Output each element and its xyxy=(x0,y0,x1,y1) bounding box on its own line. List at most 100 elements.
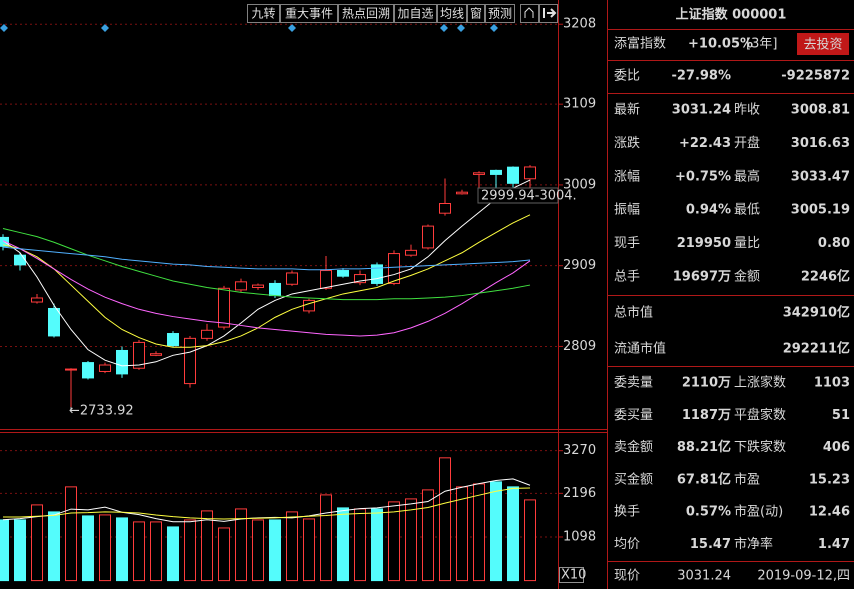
panel-text: 342910亿 xyxy=(783,305,850,321)
toolbar-label: 九转 xyxy=(251,6,275,21)
volume-bar xyxy=(167,526,179,582)
candle-body xyxy=(201,329,213,339)
volume-bar xyxy=(269,519,281,582)
panel-text: 最高 xyxy=(734,168,760,184)
candle-body xyxy=(65,368,77,371)
panel-text: -9225872 xyxy=(781,69,850,84)
panel-text: 现价 xyxy=(614,569,640,584)
panel-text: 3005.19 xyxy=(791,203,850,218)
candle-body xyxy=(99,364,111,372)
volume-bar xyxy=(48,511,60,582)
panel-text: 委卖量 xyxy=(614,376,653,391)
candle-body xyxy=(422,225,434,249)
candle-body xyxy=(31,297,43,303)
panel-text: 88.21亿 xyxy=(677,439,731,455)
panel-text: 金额 xyxy=(734,269,760,285)
unit-box xyxy=(559,567,584,583)
moving-average xyxy=(2,179,531,367)
panel-text: 去投资 xyxy=(803,37,842,53)
candle-body xyxy=(473,172,485,175)
toolbar-button[interactable] xyxy=(338,4,394,23)
panel-text: 换手 xyxy=(614,505,640,520)
panel-text: 上证指数 000001 xyxy=(676,7,787,23)
volume-bar xyxy=(388,501,400,582)
panel-text: 2246亿 xyxy=(801,269,850,285)
toolbar-button[interactable] xyxy=(467,4,485,23)
volume-bar xyxy=(31,504,43,582)
panel-text: 添富指数 xyxy=(614,36,666,52)
candle-body xyxy=(388,253,400,284)
candle-body xyxy=(405,249,417,256)
volume-average xyxy=(3,487,531,520)
icon-frame[interactable] xyxy=(539,4,558,23)
toolbar-button[interactable] xyxy=(247,4,280,23)
volume-bar xyxy=(337,507,349,582)
expand-icon xyxy=(543,8,557,18)
panel-text: 1.47 xyxy=(818,537,850,552)
candle-body xyxy=(133,341,145,369)
toolbar-button[interactable] xyxy=(280,4,338,23)
icon-frame[interactable] xyxy=(520,4,539,23)
panel-text: 市盈 xyxy=(734,471,760,487)
y-tick-label: 2196 xyxy=(563,486,596,501)
toolbar-label: 窗 xyxy=(470,7,482,21)
candle-body xyxy=(456,191,468,195)
panel-text: 开盘 xyxy=(734,135,760,151)
panel-text: 委比 xyxy=(614,69,640,84)
toolbar-button[interactable] xyxy=(437,4,467,23)
volume-bar xyxy=(99,514,111,582)
candle-body xyxy=(337,270,349,277)
panel-text: 总手 xyxy=(614,270,640,285)
candle-body xyxy=(235,281,247,291)
toolbar-label: 重大事件 xyxy=(285,7,333,21)
y-tick-label: 3109 xyxy=(563,97,596,112)
volume-bar xyxy=(252,519,264,582)
candle-body xyxy=(269,282,281,297)
markers xyxy=(0,24,498,32)
panel-text: 涨幅 xyxy=(614,169,640,184)
candle-body xyxy=(14,254,26,266)
panel-text: 3016.63 xyxy=(791,136,850,151)
annotation: ←2733.92 xyxy=(69,404,134,419)
volume-bar xyxy=(286,511,298,582)
unit-label: X10 xyxy=(561,568,586,583)
candle-body xyxy=(507,166,519,184)
toolbar-label: 预测 xyxy=(488,7,512,21)
panel-text: 2110万 xyxy=(682,376,731,391)
volume-bar xyxy=(218,527,230,582)
panel-text: 19697万 xyxy=(673,270,731,285)
panel-text: 1187万 xyxy=(682,408,731,423)
moving-average xyxy=(2,240,531,337)
toolbar-label: 均线 xyxy=(440,7,464,21)
range-label-box xyxy=(477,187,559,204)
candle-body xyxy=(167,333,179,347)
panel-text: 3033.47 xyxy=(791,169,850,184)
panel-text: 3031.24 xyxy=(672,103,731,118)
panel-text: 均价 xyxy=(614,537,640,552)
volume-bar xyxy=(65,486,77,582)
volume-bar xyxy=(14,519,26,582)
volume-bar xyxy=(439,457,451,582)
invest-button[interactable] xyxy=(797,33,849,55)
home-icon xyxy=(524,7,534,18)
panel-text: -27.98% xyxy=(671,69,731,84)
candle-body xyxy=(524,166,536,180)
candle-body xyxy=(218,287,230,328)
y-tick-label: 2809 xyxy=(563,339,596,354)
toolbar-button[interactable] xyxy=(394,4,437,23)
panel-text: 买金额 xyxy=(614,471,653,487)
marker xyxy=(490,24,498,32)
candle-body xyxy=(82,362,94,379)
toolbar-button[interactable] xyxy=(485,4,515,23)
panel-text: 量比 xyxy=(734,236,760,251)
panel-text: 总市值 xyxy=(614,305,653,321)
volume-bar xyxy=(133,521,145,582)
volume-bar xyxy=(524,499,536,582)
volume-bar xyxy=(354,508,366,582)
panel-text: 12.46 xyxy=(809,505,850,520)
panel-text: 406 xyxy=(823,440,850,455)
moving-average xyxy=(2,214,531,348)
y-tick-label: 3009 xyxy=(563,177,596,192)
